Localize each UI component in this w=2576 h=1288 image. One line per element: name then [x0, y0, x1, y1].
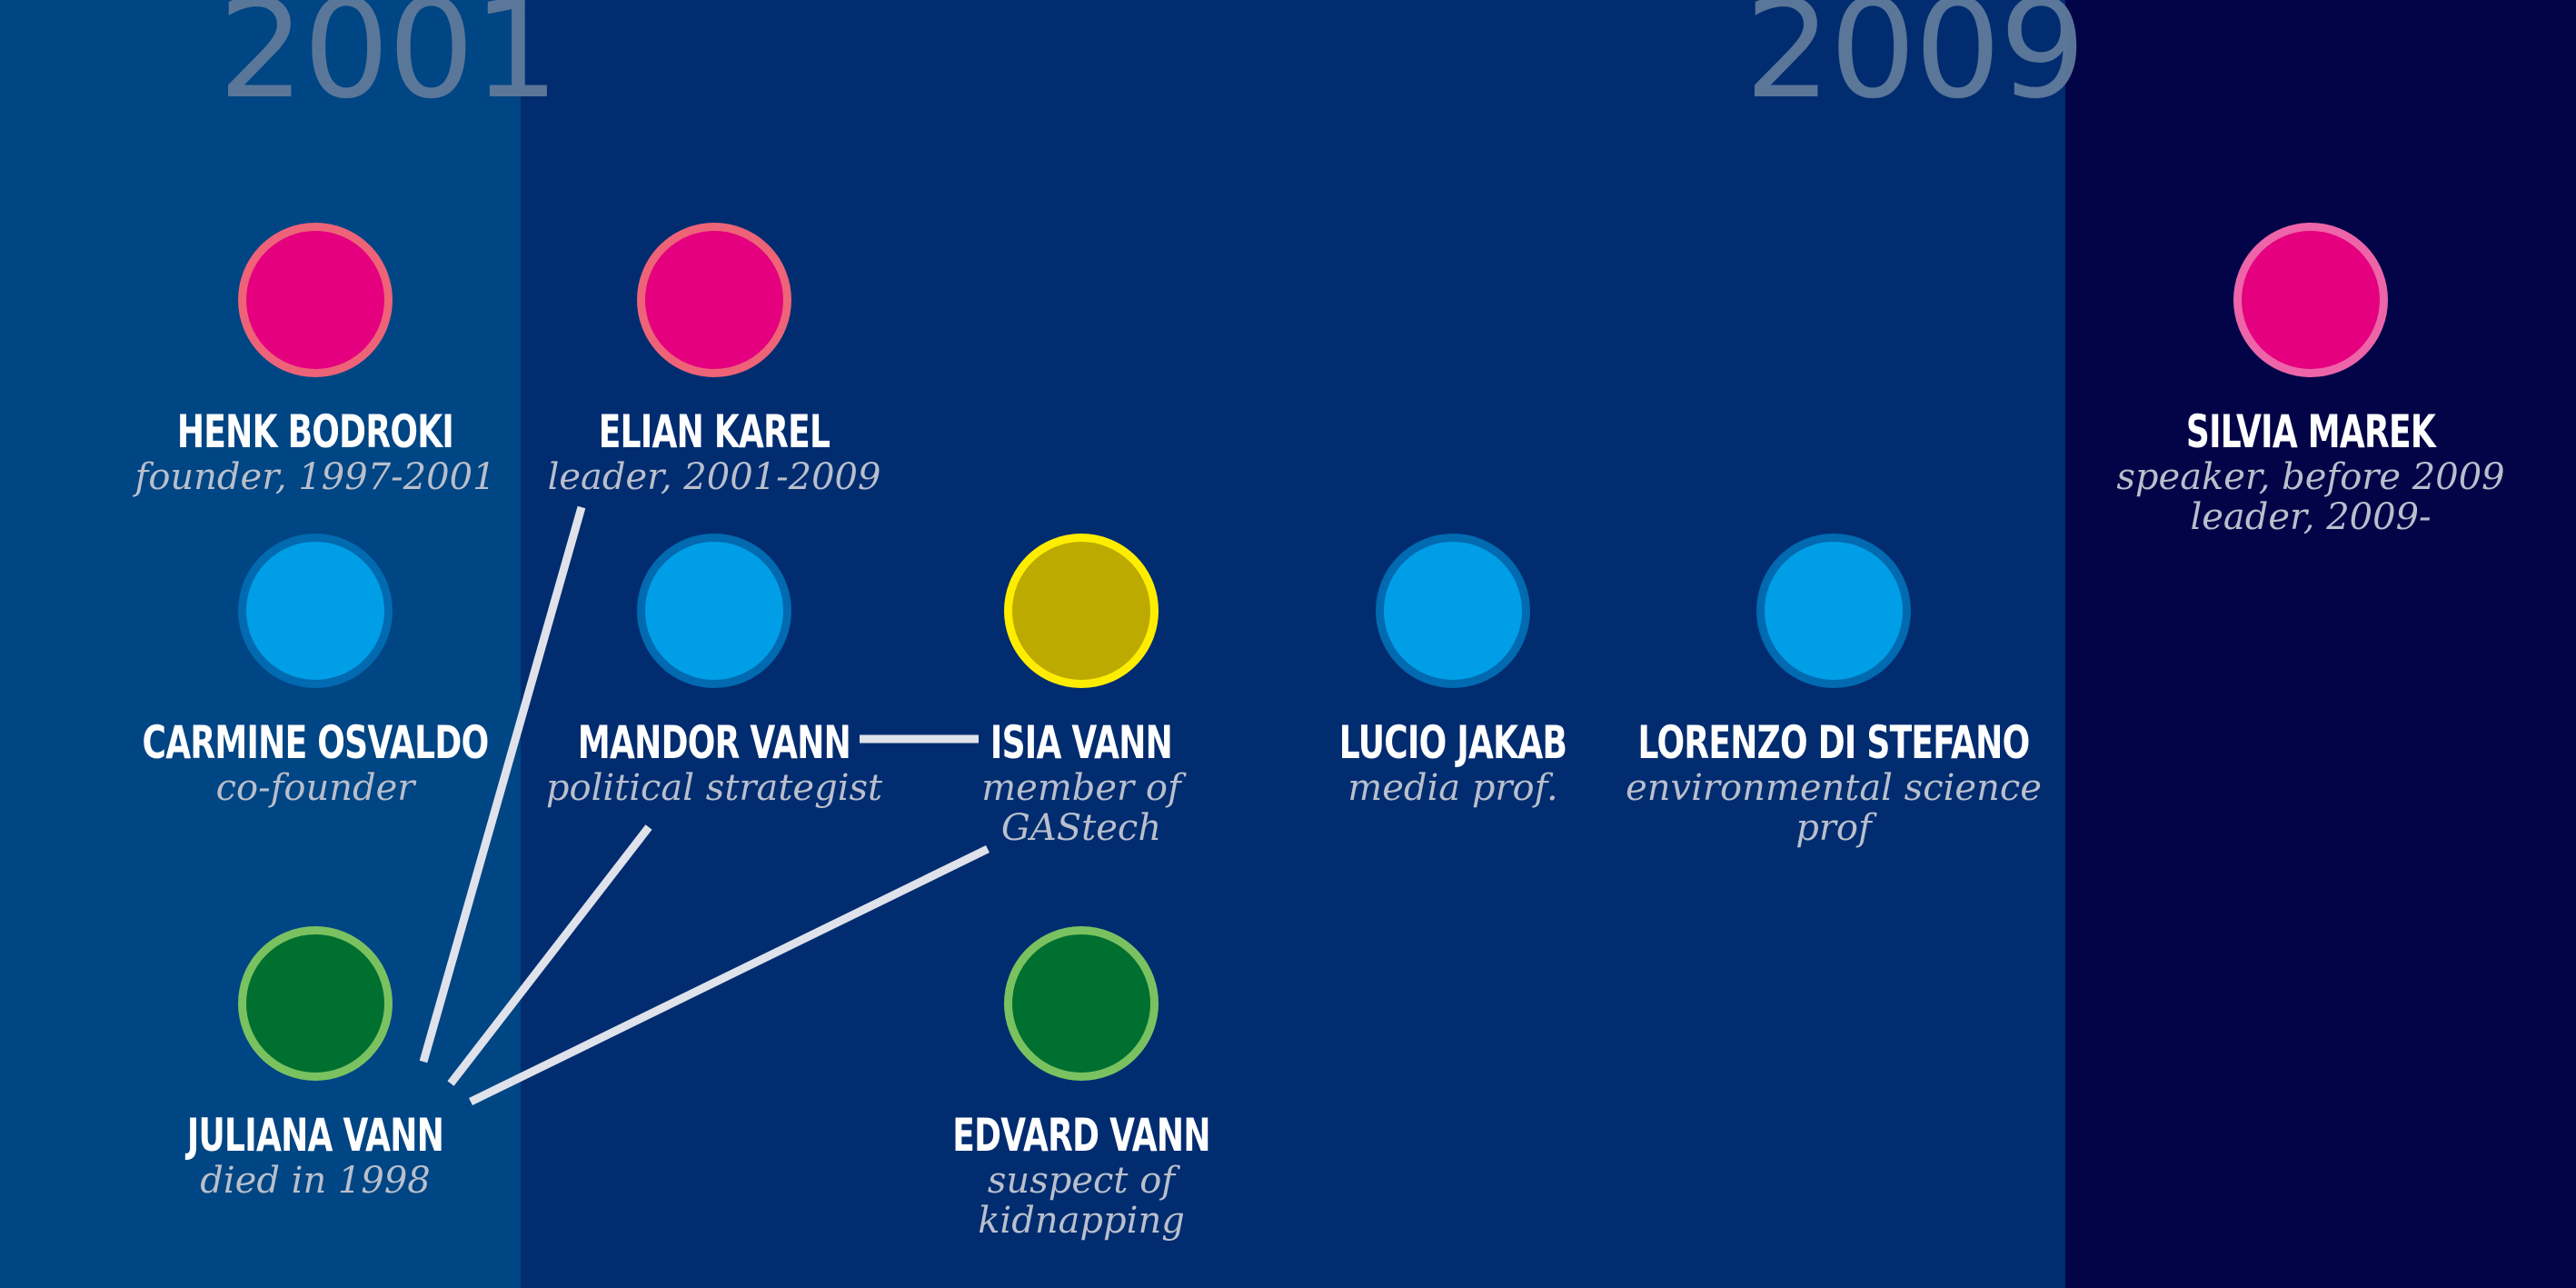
person-name: EDVARD VANN	[952, 1109, 1210, 1162]
person-role-line: leader, 2001-2009	[547, 456, 881, 498]
person-node-circle[interactable]	[1376, 534, 1530, 688]
person-name: LUCIO JAKAB	[1338, 716, 1567, 769]
person-name: LORENZO DI STEFANO	[1637, 716, 2031, 769]
person-role: political strategist	[487, 768, 941, 808]
era-band-after-2009	[2065, 0, 2576, 1288]
year-label-2009: 2009	[1745, 0, 2086, 129]
person-name: JULIANA VANN	[186, 1109, 444, 1162]
person-role-line: kidnapping	[978, 1200, 1185, 1242]
person-role-line: co-founder	[215, 767, 415, 809]
person-name: CARMINE OSVALDO	[142, 716, 490, 769]
person-role-line: prof	[1795, 807, 1872, 849]
link-elian-juliana	[419, 505, 586, 1063]
person-name: ISIA VANN	[990, 716, 1173, 769]
person-role: founder, 1997-2001	[88, 457, 542, 497]
person-role: co-founder	[88, 768, 542, 808]
person-role: media prof.	[1226, 768, 1680, 808]
person-name: HENK BODROKI	[176, 405, 454, 458]
person-node-circle[interactable]	[1004, 926, 1159, 1081]
link-mandor-juliana	[447, 824, 652, 1086]
person-role-line: GAStech	[1000, 807, 1162, 849]
person-node-circle[interactable]	[637, 223, 791, 377]
person-node-circle[interactable]	[238, 534, 393, 688]
person-role: environmental science prof	[1606, 768, 2061, 848]
person-role-line: leader, 2009-	[2190, 496, 2432, 538]
person-name: ELIAN KAREL	[598, 405, 830, 458]
person-node-circle[interactable]	[1756, 534, 1911, 688]
person-node-circle[interactable]	[238, 223, 393, 377]
person-role-line: died in 1998	[200, 1160, 431, 1202]
person-name: MANDOR VANN	[577, 716, 851, 769]
person-role: leader, 2001-2009	[487, 457, 941, 497]
person-node-circle[interactable]	[637, 534, 791, 688]
person-role: died in 1998	[88, 1161, 542, 1201]
person-role-line: suspect of	[987, 1160, 1176, 1202]
person-role: speaker, before 2009 leader, 2009-	[2084, 457, 2538, 537]
person-role-line: member of	[981, 767, 1181, 809]
person-role-line: environmental science	[1626, 767, 2042, 809]
person-node-circle[interactable]	[238, 926, 393, 1081]
person-name: SILVIA MAREK	[2185, 405, 2436, 458]
year-label-2001: 2001	[218, 0, 560, 129]
person-role-line: political strategist	[545, 767, 883, 809]
person-node-circle[interactable]	[1004, 534, 1159, 688]
person-role: member of GAStech	[854, 768, 1308, 848]
person-node-circle[interactable]	[2233, 223, 2388, 377]
person-role-line: media prof.	[1348, 767, 1558, 809]
person-role-line: speaker, before 2009	[2116, 456, 2505, 498]
person-role-line: founder, 1997-2001	[134, 456, 496, 498]
link-isia-juliana	[469, 844, 990, 1106]
person-role: suspect of kidnapping	[854, 1161, 1308, 1241]
